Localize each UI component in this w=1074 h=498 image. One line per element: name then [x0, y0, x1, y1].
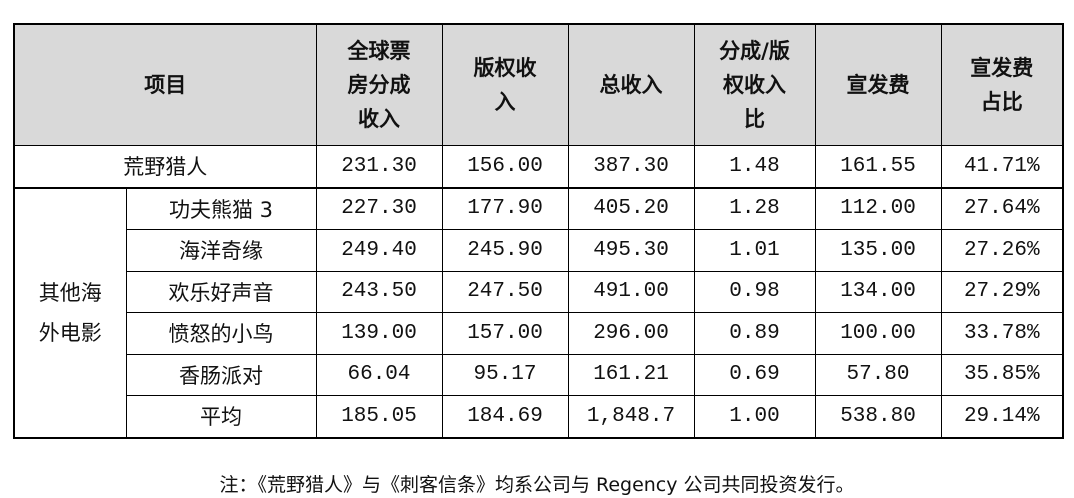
- header-label: 全球票房分成收入: [347, 39, 411, 131]
- column-header: 宣发费: [814, 23, 942, 146]
- header-label: 分成/版权收入比: [719, 39, 790, 131]
- cell-value: 27.29%: [940, 270, 1064, 313]
- cell-value: 66.04: [315, 353, 443, 396]
- cell-value: 0.69: [693, 353, 816, 396]
- cell-value: 227.30: [315, 187, 443, 230]
- row-name: 愤怒的小鸟: [125, 312, 317, 355]
- row-name: 欢乐好声音: [125, 270, 317, 313]
- cell-value: 231.30: [315, 145, 443, 189]
- cell-value: 249.40: [315, 229, 443, 272]
- cell-value: 27.26%: [940, 229, 1064, 272]
- cell-value: 135.00: [814, 229, 942, 272]
- cell-value: 1.48: [693, 145, 816, 189]
- header-row: 项目 全球票房分成收入 版权收入 总收入 分成/版权收入比 宣发费 宣发费占比: [13, 23, 1064, 146]
- cell-value: 247.50: [441, 270, 569, 313]
- header-label: 项目: [144, 73, 187, 97]
- cell-value: 1,848.7: [567, 395, 695, 438]
- column-header: 全球票房分成收入: [315, 23, 443, 146]
- table-row: 平均 185.05 184.69 1,848.7 1.00 538.80 29.14%: [14, 395, 1064, 438]
- column-header: 宣发费占比: [940, 23, 1064, 146]
- cell-value: 41.71%: [940, 145, 1064, 189]
- group-label-line: 外电影: [38, 320, 102, 345]
- cell-value: 112.00: [814, 187, 942, 230]
- cell-value: 161.21: [567, 353, 695, 396]
- cell-value: 495.30: [567, 229, 695, 272]
- cell-value: 134.00: [814, 270, 942, 313]
- revenue-table: 项目 全球票房分成收入 版权收入 总收入 分成/版权收入比 宣发费 宣发费占比 荒野猎人 23…: [13, 23, 1064, 439]
- header-label: 宣发费占比: [970, 56, 1034, 114]
- table-row: 荒野猎人 231.30 156.00 387.30 1.48 161.55 41.71%: [13, 145, 1064, 189]
- group-label: 其他海 外电影: [13, 187, 127, 438]
- cell-value: 1.00: [693, 395, 816, 438]
- cell-value: 1.28: [693, 187, 816, 230]
- cell-value: 177.90: [441, 187, 569, 230]
- column-header: 总收入: [567, 23, 695, 146]
- column-header: 版权收入: [441, 23, 569, 146]
- cell-value: 185.05: [315, 395, 443, 438]
- table-row: 欢乐好声音 243.50 247.50 491.00 0.98 134.00 27.29%: [14, 270, 1064, 313]
- cell-value: 29.14%: [940, 395, 1064, 438]
- group-label-line: 其他海: [38, 280, 102, 305]
- column-header: 项目: [13, 23, 317, 146]
- cell-value: 95.17: [441, 353, 569, 396]
- cell-value: 1.01: [693, 229, 816, 272]
- cell-value: 538.80: [814, 395, 942, 438]
- row-name: 香肠派对: [125, 353, 317, 396]
- row-name: 平均: [125, 395, 317, 438]
- cell-value: 156.00: [441, 145, 569, 189]
- cell-value: 27.64%: [940, 187, 1064, 230]
- cell-value: 57.80: [814, 353, 942, 396]
- cell-value: 405.20: [567, 187, 695, 230]
- column-header: 分成/版权收入比: [693, 23, 816, 146]
- footnote: 注：《荒野猎人》与《刺客信条》均系公司与 Regency 公司共同投资发行。: [219, 474, 855, 496]
- row-name: 功夫熊猫 3: [125, 187, 317, 230]
- cell-value: 100.00: [814, 312, 942, 355]
- table-row: 海洋奇缘 249.40 245.90 495.30 1.01 135.00 27.26%: [14, 229, 1064, 272]
- header-label: 宣发费: [846, 73, 910, 97]
- table-row: 愤怒的小鸟 139.00 157.00 296.00 0.89 100.00 33.78%: [14, 312, 1064, 355]
- header-label: 总收入: [599, 73, 663, 97]
- cell-value: 243.50: [315, 270, 443, 313]
- cell-value: 491.00: [567, 270, 695, 313]
- cell-value: 387.30: [567, 145, 695, 189]
- cell-value: 161.55: [814, 145, 942, 189]
- cell-value: 139.00: [315, 312, 443, 355]
- row-name: 海洋奇缘: [125, 229, 317, 272]
- cell-value: 296.00: [567, 312, 695, 355]
- cell-value: 245.90: [441, 229, 569, 272]
- cell-value: 184.69: [441, 395, 569, 438]
- cell-value: 0.89: [693, 312, 816, 355]
- table-row: 其他海 外电影 功夫熊猫 3 227.30 177.90 405.20 1.28 112.00…: [13, 187, 1064, 438]
- cell-value: 157.00: [441, 312, 569, 355]
- cell-value: 35.85%: [940, 353, 1064, 396]
- cell-value: 0.98: [693, 270, 816, 313]
- cell-value: 33.78%: [940, 312, 1064, 355]
- row-name: 荒野猎人: [13, 145, 317, 189]
- table-row: 香肠派对 66.04 95.17 161.21 0.69 57.80 35.85%: [14, 353, 1064, 396]
- header-label: 版权收入: [473, 56, 537, 114]
